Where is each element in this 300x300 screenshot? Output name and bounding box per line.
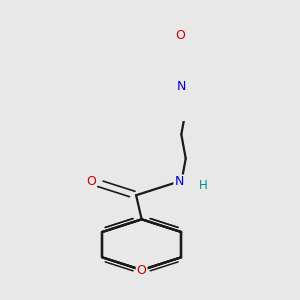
Text: O: O xyxy=(176,29,186,42)
Text: O: O xyxy=(86,176,96,188)
Text: N: N xyxy=(174,176,184,188)
Text: N: N xyxy=(177,80,186,93)
Text: H: H xyxy=(199,178,208,191)
Text: O: O xyxy=(137,263,147,277)
